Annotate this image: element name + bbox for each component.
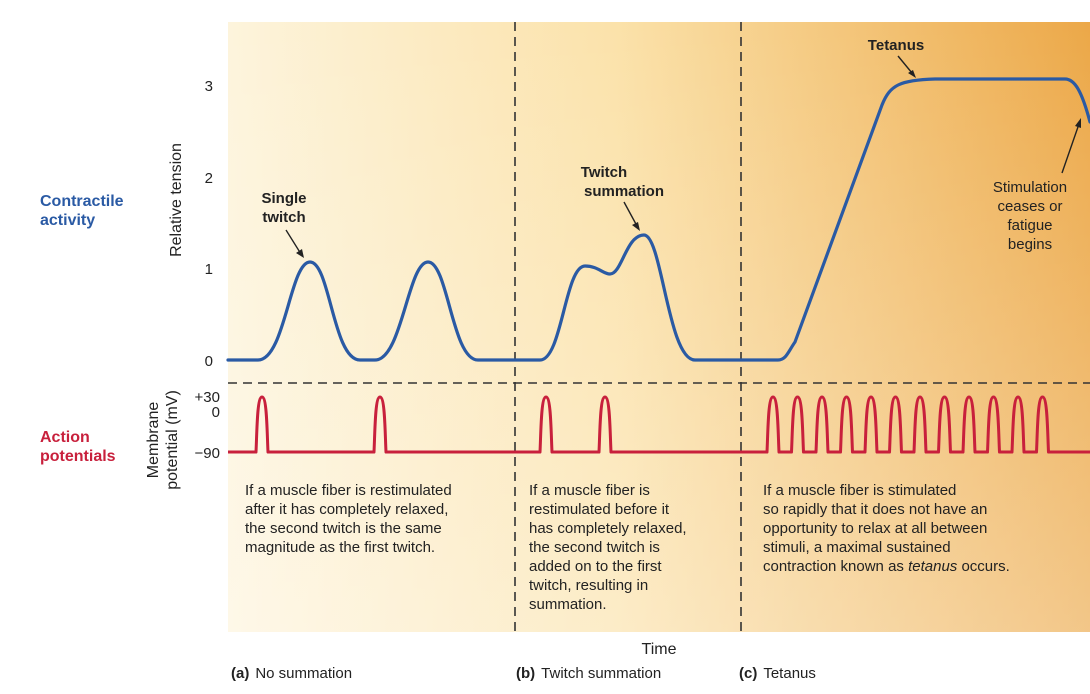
description-a-line1: If a muscle fiber is restimulated [245, 482, 452, 499]
description-c-line2: so rapidly that it does not have an [763, 501, 987, 518]
description-c-line1: If a muscle fiber is stimulated [763, 482, 956, 499]
membrane-tick-0: 0 [212, 404, 220, 421]
action-potentials-label-line2: potentials [40, 448, 116, 465]
stimulation-ceases-line4: begins [1008, 236, 1052, 253]
stimulation-ceases-arrow [1061, 123, 1080, 174]
description-a-line4: magnitude as the first twitch. [245, 539, 435, 556]
description-b-line1: If a muscle fiber is [529, 482, 650, 499]
membrane-tick-plus30: +30 [195, 389, 220, 406]
stimulation-ceases-line2: ceases or [997, 198, 1062, 215]
description-c-line5: contraction known as tetanus occurs. [763, 558, 1010, 575]
single-twitch-callout-line2: twitch [262, 209, 305, 226]
tension-tick-2: 2 [205, 170, 213, 187]
description-b-line5: added on to the first [529, 558, 662, 575]
tension-tick-3: 3 [205, 78, 213, 95]
description-b-line2: restimulated before it [529, 501, 670, 518]
tension-tick-0: 0 [205, 353, 213, 370]
stimulation-ceases-arrowhead [1075, 118, 1081, 128]
tension-tick-1: 1 [205, 261, 213, 278]
tetanus-callout: Tetanus [868, 37, 924, 54]
description-b-line7: summation. [529, 596, 607, 613]
contractile-activity-label-line1: Contractile [40, 193, 124, 210]
membrane-axis-title-line2: potential (mV) [164, 390, 181, 490]
description-b-line4: the second twitch is [529, 539, 660, 556]
contractile-activity-curve [226, 77, 1090, 362]
action-potential-trace [228, 395, 1090, 454]
description-c-line4: stimuli, a maximal sustained [763, 539, 951, 556]
description-c-suffix: occurs. [957, 558, 1010, 575]
description-a-line2: after it has completely relaxed, [245, 501, 448, 518]
description-b-line6: twitch, resulting in [529, 577, 648, 594]
panel-a-name: No summation [255, 665, 352, 682]
description-c-prefix: contraction known as [763, 558, 908, 575]
membrane-tick-minus90: −90 [195, 445, 220, 462]
single-twitch-callout-line1: Single [261, 190, 306, 207]
membrane-axis-title-line1: Membrane [145, 402, 162, 479]
tetanus-arrowhead [908, 70, 916, 78]
panel-c-letter: (c) [739, 665, 757, 682]
description-c-term: tetanus [908, 558, 958, 575]
twitch-summation-callout-line1: Twitch [581, 164, 627, 181]
twitch-summation-arrow [623, 201, 638, 227]
time-axis-title: Time [642, 641, 677, 658]
action-potentials-label-line1: Action [40, 429, 90, 446]
description-b: If a muscle fiber is restimulated before… [529, 482, 687, 613]
panel-b-letter: (b) [516, 665, 535, 682]
twitch-summation-arrowhead [632, 222, 640, 231]
panel-label-b: (b) Twitch summation [516, 665, 661, 682]
tension-axis-title: Relative tension [168, 143, 185, 257]
panel-label-c: (c) Tetanus [739, 665, 816, 682]
stimulation-ceases-line3: fatigue [1007, 217, 1052, 234]
description-a-line3: the second twitch is the same [245, 520, 442, 537]
description-a: If a muscle fiber is restimulated after … [245, 482, 452, 556]
panel-label-a: (a) No summation [231, 665, 352, 682]
description-c-line3: opportunity to relax at all between [763, 520, 987, 537]
panel-b-name: Twitch summation [541, 665, 661, 682]
description-c: If a muscle fiber is stimulated so rapid… [763, 482, 1010, 575]
diagram-background-shade [228, 22, 1090, 632]
panel-a-letter: (a) [231, 665, 249, 682]
stimulation-ceases-line1: Stimulation [993, 179, 1067, 196]
description-b-line3: has completely relaxed, [529, 520, 687, 537]
panel-c-name: Tetanus [763, 665, 816, 682]
twitch-summation-callout-line2: summation [584, 183, 664, 200]
single-twitch-arrowhead [296, 249, 304, 258]
single-twitch-arrow [285, 229, 302, 255]
tetanus-arrow [897, 55, 913, 74]
contractile-activity-label-line2: activity [40, 212, 95, 229]
